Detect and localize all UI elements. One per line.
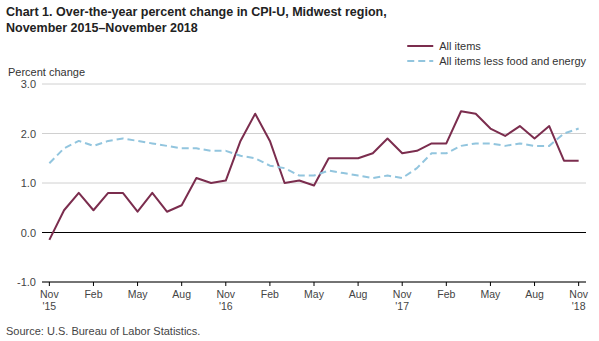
legend-item: All items [407, 40, 481, 52]
legend-swatch [407, 60, 433, 62]
source: Source: U.S. Bureau of Labor Statistics. [6, 325, 200, 337]
x-tick-label-line: Nov [40, 288, 59, 300]
x-tick [269, 282, 270, 286]
x-tick-label-line: May [481, 288, 502, 300]
x-tick-label-line: May [304, 288, 325, 300]
series-line [49, 129, 578, 179]
x-tick [225, 282, 226, 286]
x-tick-label: Aug [525, 288, 544, 300]
x-tick [49, 282, 50, 286]
x-tick-label: Nov'16 [216, 288, 235, 312]
x-tick [446, 282, 447, 286]
y-tick-label: 3.0 [21, 78, 36, 90]
legend-label: All items [439, 40, 481, 52]
subtitle: November 2015–November 2018 [6, 21, 198, 35]
x-tick [578, 282, 579, 286]
x-tick [314, 282, 315, 286]
x-tick-label: Nov'18 [569, 288, 588, 312]
x-tick-label-line: Aug [172, 288, 191, 300]
x-tick-label: Nov'17 [393, 288, 412, 312]
x-tick-label-line: '18 [572, 300, 586, 312]
x-tick-label: May [128, 288, 149, 300]
x-tick-label-line: Nov [393, 288, 412, 300]
legend-label: All items less food and energy [439, 55, 586, 67]
chart: Chart 1. Over-the-year percent change in… [0, 0, 599, 341]
x-tick-label: May [481, 288, 502, 300]
x-tick-label-line: Nov [216, 288, 235, 300]
x-tick-label-line: May [128, 288, 149, 300]
x-tick-label: May [304, 288, 325, 300]
x-tick-label-line: '17 [395, 300, 409, 312]
lines [49, 111, 578, 240]
y-tick-label: 2.0 [21, 128, 36, 140]
legend-item: All items less food and energy [407, 55, 586, 67]
x-tick [93, 282, 94, 286]
grid-line [42, 183, 586, 184]
x-tick-label: Aug [349, 288, 368, 300]
legend-swatch [407, 45, 433, 47]
grid [42, 84, 586, 282]
grid-line [42, 84, 586, 85]
y-tick-label: 0.0 [21, 227, 36, 239]
x-tick [490, 282, 491, 286]
x-tick-label: Aug [172, 288, 191, 300]
x-tick-label-line: Feb [84, 288, 102, 300]
x-tick-label: Feb [261, 288, 279, 300]
x-tick [137, 282, 138, 286]
x-tick-label-line: '15 [43, 300, 57, 312]
y-tick-label: -1.0 [17, 276, 36, 288]
x-tick-label-line: Aug [525, 288, 544, 300]
x-tick-label: Nov'15 [40, 288, 59, 312]
grid-line [42, 133, 586, 134]
x-tick [358, 282, 359, 286]
grid-line [42, 232, 586, 233]
x-tick [181, 282, 182, 286]
x-tick-label-line: '16 [219, 300, 233, 312]
legend: All items All items less food and energy [407, 40, 586, 67]
series-line [49, 111, 578, 240]
y-axis-label: Percent change [8, 66, 85, 78]
title: Chart 1. Over-the-year percent change in… [6, 5, 387, 19]
zero-line [42, 232, 586, 233]
x-tick [402, 282, 403, 286]
x-tick-label: Feb [84, 288, 102, 300]
x-tick [534, 282, 535, 286]
x-tick-label-line: Nov [569, 288, 588, 300]
x-tick-label-line: Feb [261, 288, 279, 300]
x-tick-label-line: Aug [349, 288, 368, 300]
x-tick-label-line: Feb [437, 288, 455, 300]
y-tick-label: 1.0 [21, 177, 36, 189]
x-tick-label: Feb [437, 288, 455, 300]
